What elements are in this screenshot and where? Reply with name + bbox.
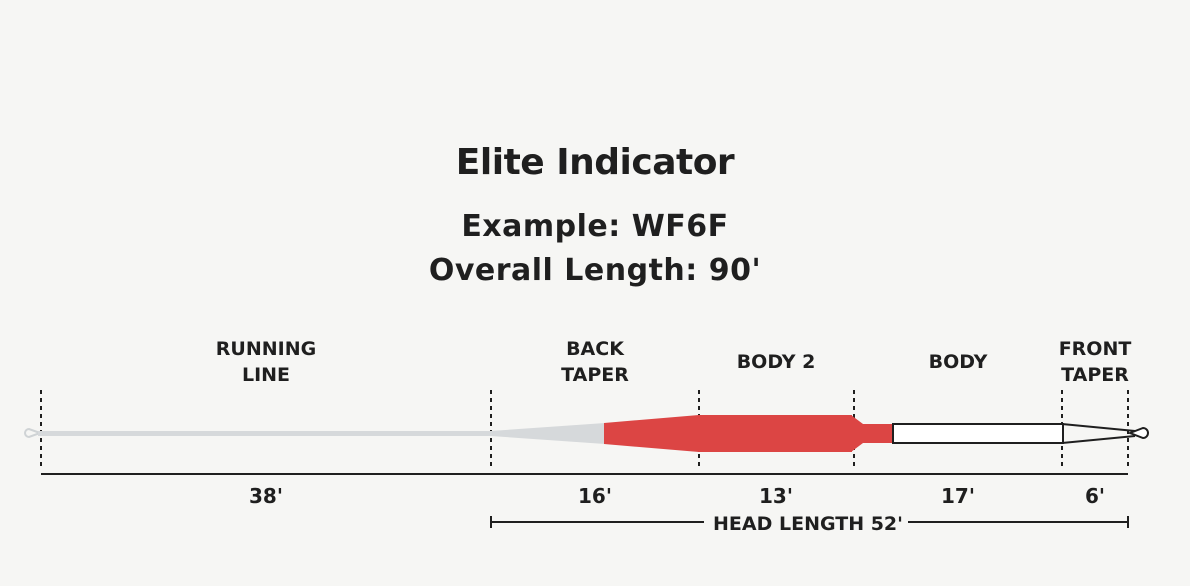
running-line-segment <box>38 431 493 436</box>
head-length-label: HEAD LENGTH 52' <box>713 513 903 535</box>
segment-length-back-taper: 16' <box>578 484 612 508</box>
segment-label-body-2: BODY 2 <box>737 351 816 373</box>
head-length-bracket <box>490 516 1129 528</box>
segment-length-body-2: 13' <box>759 484 793 508</box>
segment-label-back-taper: BACK <box>566 338 625 360</box>
front-loop-icon <box>1127 426 1149 440</box>
segment-length-running-line: 38' <box>249 484 283 508</box>
body-2-segment <box>698 415 852 452</box>
body-segment <box>892 423 1064 444</box>
front-taper-segment <box>1061 423 1136 444</box>
example-text: Example: WF6F <box>461 209 729 244</box>
diagram-title: Elite Indicator <box>455 142 735 183</box>
back-taper-red-segment <box>604 415 699 452</box>
indicator-tip-segment <box>862 424 894 443</box>
segment-label-back-taper: TAPER <box>561 364 629 386</box>
body-transition-segment <box>851 415 863 452</box>
segment-label-front-taper: FRONT <box>1059 338 1132 360</box>
segment-label-running-line: RUNNING <box>216 338 316 360</box>
fly-line-profile <box>24 415 1149 452</box>
segment-length-body: 17' <box>941 484 975 508</box>
segment-label-front-taper: TAPER <box>1061 364 1129 386</box>
segment-label-running-line: LINE <box>242 364 290 386</box>
back-taper-grey-segment <box>491 423 605 444</box>
rear-loop-icon <box>24 427 43 439</box>
segment-length-front-taper: 6' <box>1085 484 1105 508</box>
segment-label-body: BODY <box>929 351 988 373</box>
overall-length-text: Overall Length: 90' <box>428 253 762 288</box>
segment-dividers <box>40 390 1129 468</box>
